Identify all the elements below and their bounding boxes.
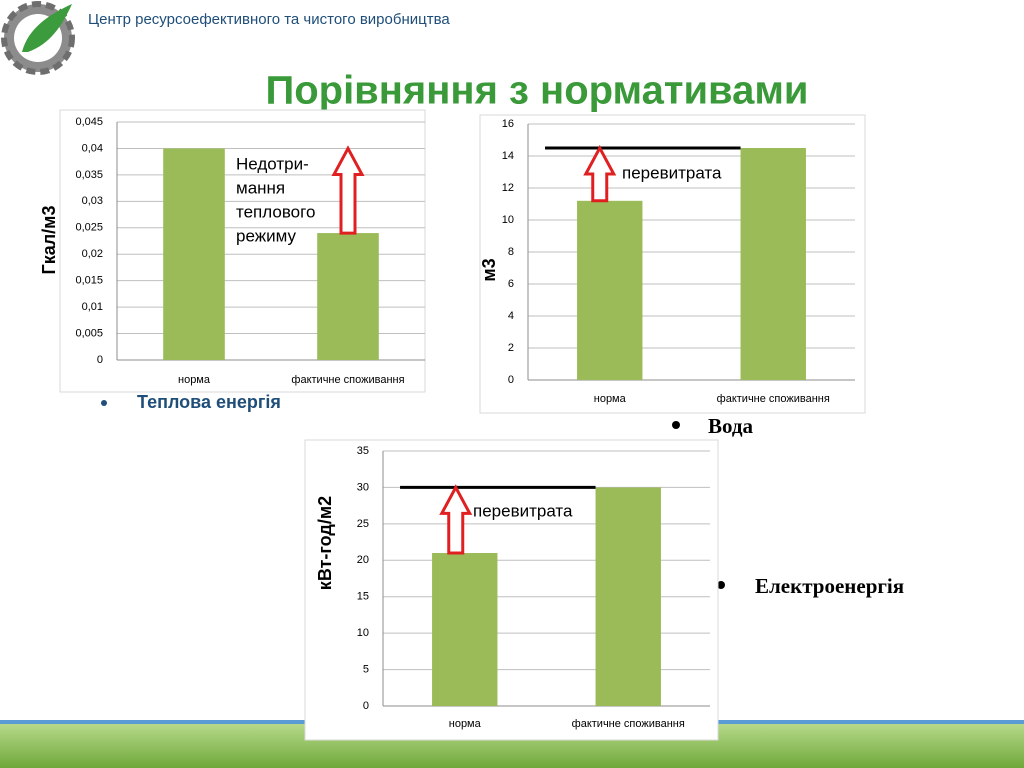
y-tick-label: 16 [502,118,514,130]
annotation: теплового [236,202,315,221]
y-tick-label: 0,005 [75,327,103,339]
x-tick-label: фактичне споживання [717,393,830,405]
arrow [331,145,365,235]
x-tick-label: фактичне споживання [291,374,404,386]
y-tick-label: 0,01 [82,301,103,313]
x-tick-label: норма [594,393,627,405]
bar [577,200,643,380]
bar [595,487,661,706]
bullet-dot [101,400,107,406]
y-tick-label: 4 [508,310,514,322]
y-tick-label: 0,045 [75,116,103,128]
bullet-dot [672,421,680,429]
y-tick-label: 0,015 [75,275,103,287]
bullet: Теплова енергія [137,392,281,412]
y-tick-label: 6 [508,278,514,290]
y-tick-label: 20 [357,554,369,566]
bar [163,148,225,360]
arrow [439,484,473,555]
y-axis-label: кВт-год/м2 [315,496,335,590]
bullet: Вода [708,414,754,438]
annotation: Недотри- [236,154,309,173]
bar [317,233,379,360]
y-axis-label: м3 [479,258,499,281]
bar [432,553,498,706]
chart-frame [479,114,866,414]
y-tick-label: 10 [357,627,369,639]
bullet: Електроенергія [755,574,904,598]
y-axis-label: Гкал/м3 [39,206,59,275]
y-tick-label: 15 [357,591,369,603]
x-tick-label: норма [178,374,211,386]
annotation: режиму [236,226,296,245]
y-tick-label: 2 [508,342,514,354]
bullet-dot [717,581,725,589]
header: Центр ресурсоефективного та чистого виро… [88,11,450,28]
y-tick-label: 0,04 [82,142,103,154]
logo [1,1,75,75]
y-tick-label: 0,03 [82,195,103,207]
annotation: мання [236,178,285,197]
y-tick-label: 30 [357,481,369,493]
annotation: перевитрата [473,501,573,520]
y-tick-label: 0,035 [75,169,103,181]
slide-title: Порівняння з нормативами [265,69,808,113]
bar [740,148,806,380]
y-tick-label: 10 [502,214,514,226]
y-tick-label: 5 [363,663,369,675]
y-tick-label: 12 [502,182,514,194]
y-tick-label: 14 [502,150,514,162]
annotation: перевитрата [622,163,722,182]
y-tick-label: 0 [508,374,514,386]
y-tick-label: 25 [357,518,369,530]
x-tick-label: норма [449,718,482,730]
y-tick-label: 0 [97,354,103,366]
arrow [583,144,617,203]
x-tick-label: фактичне споживання [572,718,685,730]
y-tick-label: 8 [508,246,514,258]
y-tick-label: 0,02 [82,248,103,260]
y-tick-label: 35 [357,445,369,457]
y-tick-label: 0,025 [75,222,103,234]
y-tick-label: 0 [363,700,369,712]
